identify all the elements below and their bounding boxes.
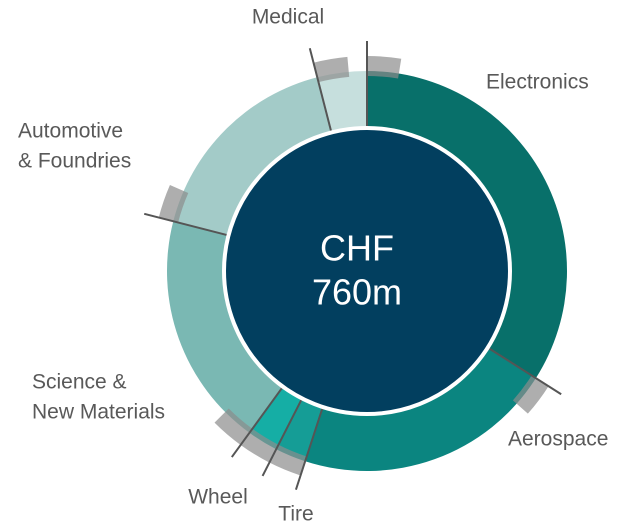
- category-label: Automotive: [18, 120, 123, 143]
- boundary-tab: [240, 428, 279, 463]
- boundary-line: [294, 406, 324, 491]
- center-label: CHF: [320, 228, 394, 269]
- category-label: New Materials: [32, 401, 165, 424]
- segment: [249, 386, 303, 450]
- boundary-tab: [158, 185, 189, 223]
- segment: [367, 71, 567, 379]
- boundary-line: [261, 397, 303, 477]
- center-circle: [222, 126, 512, 416]
- category-label: Aerospace: [508, 428, 608, 451]
- category-label: Medical: [252, 6, 324, 29]
- segment: [305, 347, 536, 471]
- boundary-line: [231, 386, 284, 458]
- category-label: Wheel: [188, 486, 248, 509]
- segment: [317, 71, 367, 133]
- labels: Electronics Aerospace Tire Wheel Science & Ne…: [18, 6, 608, 526]
- category-label: & Foundries: [18, 150, 131, 173]
- category-label: Tire: [278, 503, 313, 526]
- boundary-tab: [313, 56, 350, 83]
- boundary-tab: [367, 56, 402, 79]
- boundary-line: [487, 346, 562, 396]
- segment: [276, 398, 323, 462]
- boundary-line: [308, 47, 333, 133]
- boundary-tab: [268, 444, 307, 476]
- category-label: Science &: [32, 371, 127, 394]
- segment: [167, 221, 283, 433]
- boundary-tab: [512, 375, 549, 414]
- segment: [173, 77, 332, 236]
- boundary-tab: [214, 408, 253, 445]
- category-label: Electronics: [486, 71, 589, 94]
- center-label: 760m: [312, 272, 402, 313]
- boundary-line: [143, 212, 229, 237]
